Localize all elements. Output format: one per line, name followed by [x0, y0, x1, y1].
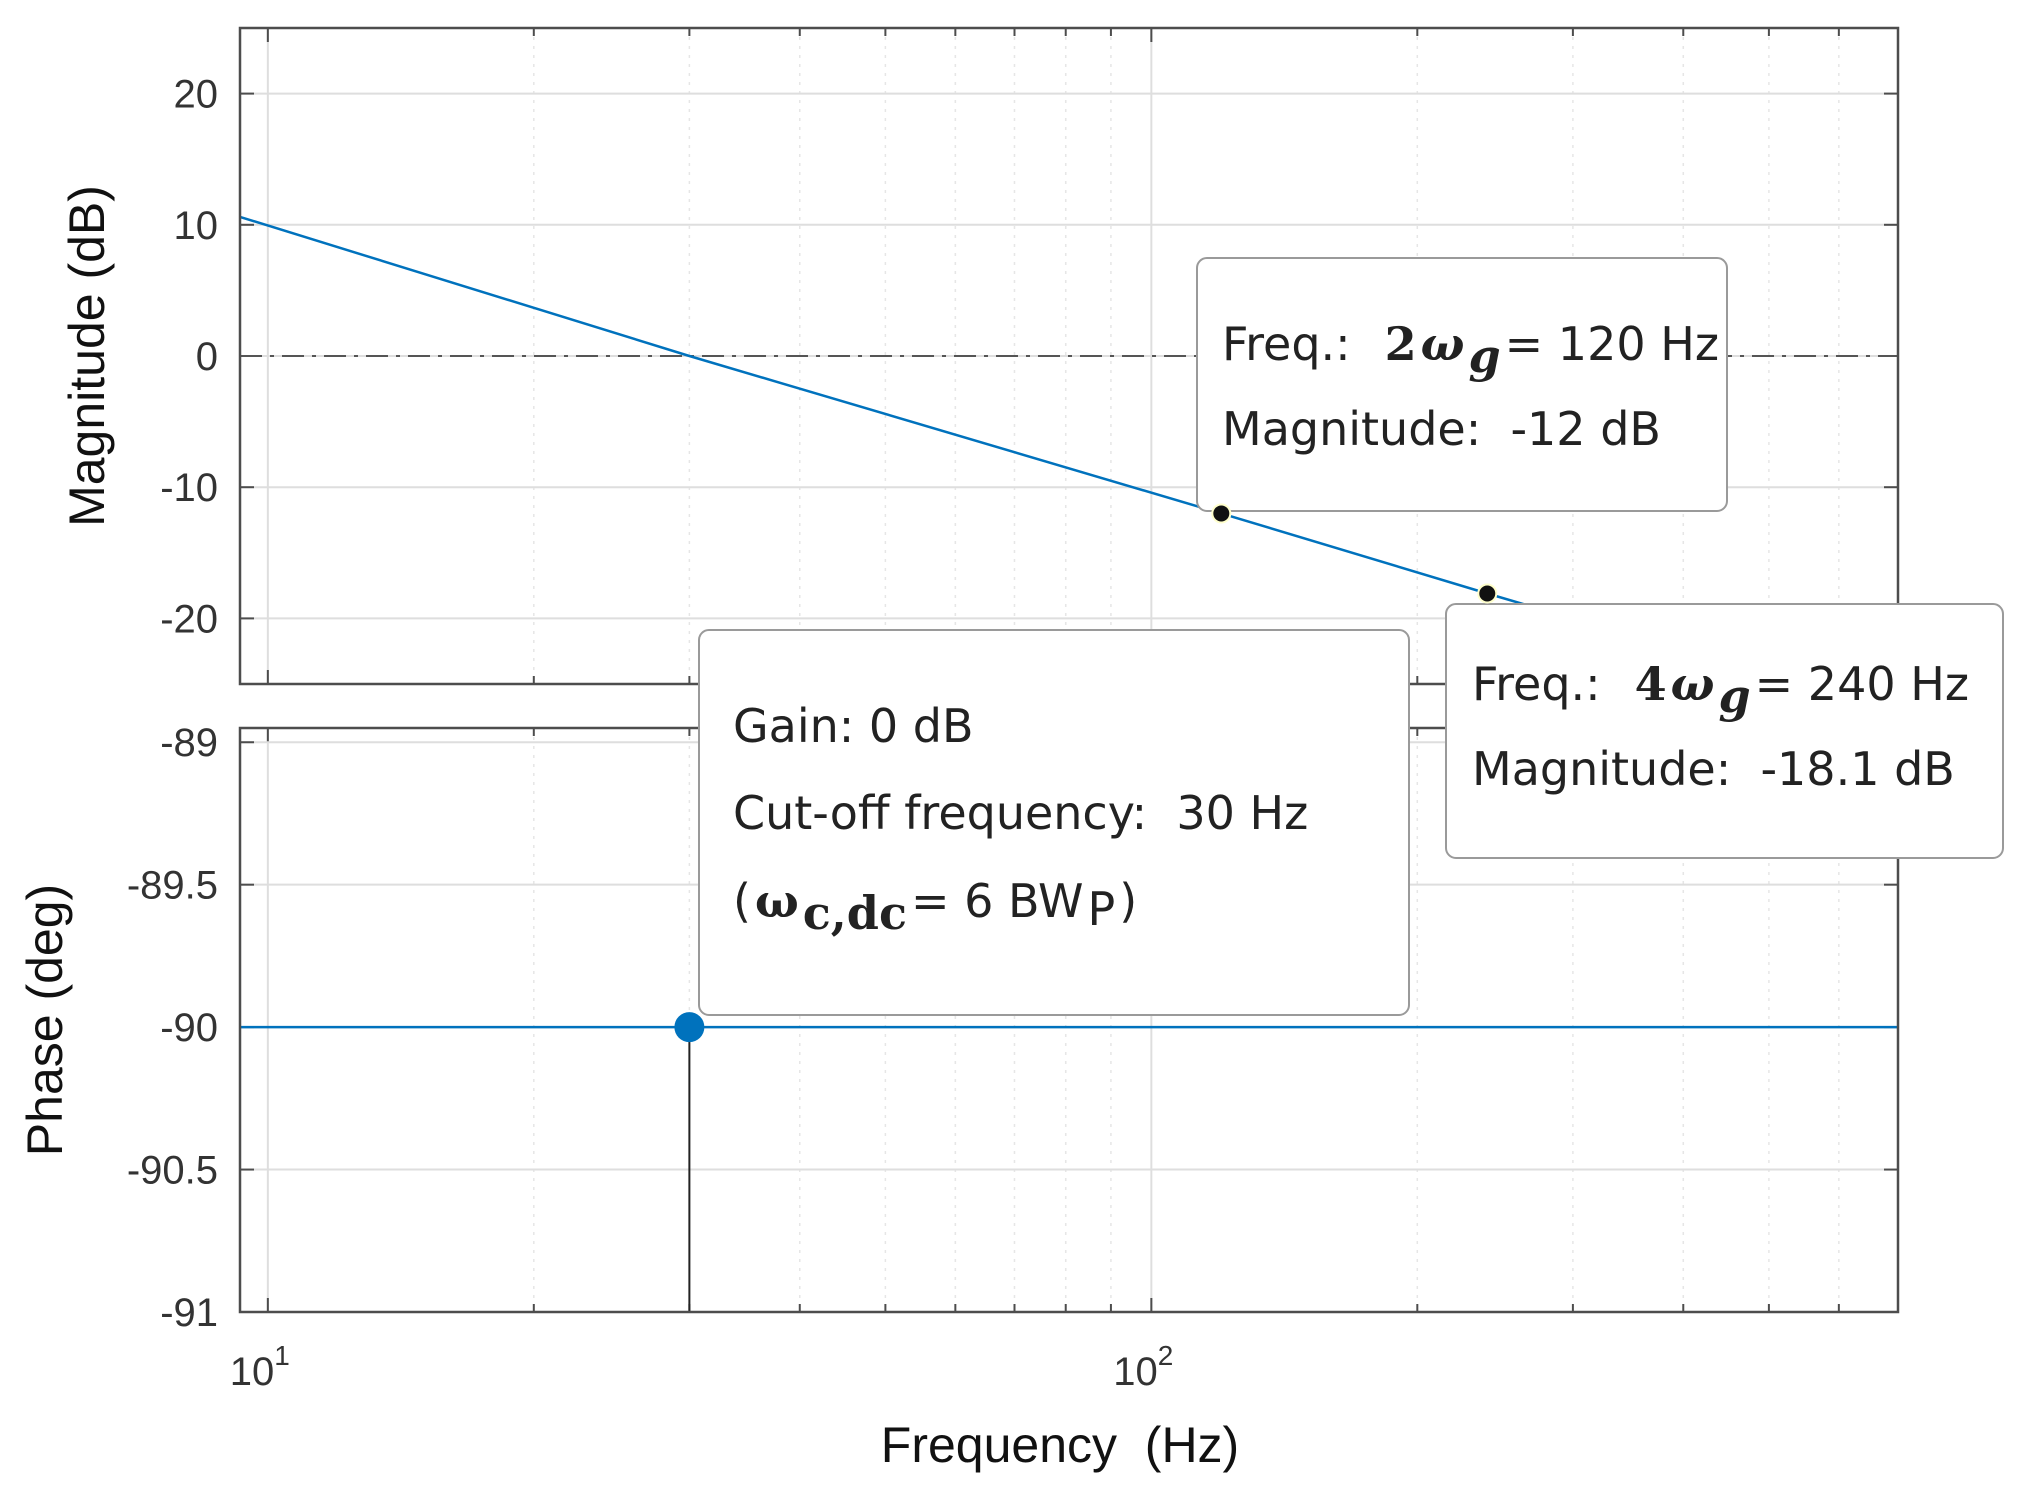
datatip-cutoff-bw-subscript: P	[1087, 882, 1115, 936]
phase-y-ticks: -89 -89.5 -90 -90.5 -91	[127, 721, 218, 1335]
phase-y-tick-label: -89	[160, 721, 218, 765]
datatip-cutoff-gain: Gain: 0 dB	[733, 699, 974, 753]
x-axis-label: Frequency (Hz)	[881, 1417, 1239, 1473]
datatip-240hz-freq-value: = 240 Hz	[1755, 657, 1969, 711]
magnitude-datatip-markers	[1211, 503, 1498, 604]
magnitude-y-ticks: 20 10 0 -10 -20	[160, 73, 218, 642]
datatip-cutoff-frequency: Cut-off frequency: 30 Hz	[733, 786, 1308, 840]
datatip-240hz-subscript: g	[1718, 669, 1750, 723]
phase-x-ticks: 101 102	[230, 1340, 1174, 1394]
datatip-120hz-freq-prefix: Freq.:	[1222, 317, 1351, 371]
datatip-cutoff[interactable]: Gain: 0 dB Cut-off frequency: 30 Hz ( ω …	[698, 629, 1410, 1016]
datatip-240hz-coef: 4	[1635, 657, 1667, 711]
datatip-240hz-omega: ω	[1671, 657, 1715, 711]
magnitude-y-tick-label: -10	[160, 466, 218, 510]
phase-y-tick-label: -89.5	[127, 864, 218, 908]
phase-y-axis-label: Phase (deg)	[17, 884, 73, 1156]
datatip-240hz-frequency: Freq.: 4 ω g = 240 Hz	[1472, 657, 1969, 723]
datatip-marker-point	[1477, 583, 1498, 604]
magnitude-y-tick-label: 0	[196, 335, 218, 379]
datatip-cutoff-paren-close: )	[1119, 874, 1137, 928]
datatip-120hz-coef: 2	[1385, 317, 1417, 371]
datatip-cutoff-value: = 6 BW	[911, 874, 1083, 928]
phase-y-tick-label: -90.5	[127, 1149, 218, 1193]
datatip-marker-point	[1211, 503, 1232, 524]
datatip-120hz-freq-value: = 120 Hz	[1505, 317, 1719, 371]
datatip-120hz-magnitude: Magnitude: -12 dB	[1222, 402, 1661, 456]
cutoff-marker-point	[674, 1012, 705, 1043]
x-tick-label: 101	[230, 1340, 290, 1394]
datatip-cutoff-paren-open: (	[733, 874, 751, 928]
datatip-120hz-box	[1196, 257, 1728, 512]
datatip-240hz-magnitude: Magnitude: -18.1 dB	[1472, 742, 1955, 796]
datatip-120hz-omega: ω	[1421, 317, 1465, 371]
datatip-120hz-subscript: g	[1468, 329, 1500, 383]
phase-y-tick-label: -91	[160, 1291, 218, 1335]
datatip-cutoff-relation: ( ω c,dc = 6 BW P )	[733, 874, 1137, 940]
datatip-cutoff-omega: ω	[755, 874, 799, 928]
datatip-120hz-frequency: Freq.: 2 ω g = 120 Hz	[1222, 317, 1719, 383]
datatip-240hz-box	[1445, 603, 2004, 859]
phase-series	[240, 1012, 1898, 1312]
phase-y-tick-label: -90	[160, 1006, 218, 1050]
datatip-240hz-freq-prefix: Freq.:	[1472, 657, 1601, 711]
datatip-cutoff-box	[698, 629, 1410, 1016]
magnitude-y-tick-label: 20	[174, 73, 219, 117]
datatip-120hz[interactable]: Freq.: 2 ω g = 120 Hz Magnitude: -12 dB	[1196, 257, 1728, 512]
magnitude-y-axis-label: Magnitude (dB)	[59, 185, 115, 527]
datatip-cutoff-subscript: c,dc	[803, 886, 907, 940]
x-tick-label: 102	[1113, 1340, 1173, 1394]
magnitude-y-tick-label: -20	[160, 597, 218, 641]
magnitude-y-tick-label: 10	[174, 204, 219, 248]
datatip-240hz[interactable]: Freq.: 4 ω g = 240 Hz Magnitude: -18.1 d…	[1445, 603, 2004, 859]
